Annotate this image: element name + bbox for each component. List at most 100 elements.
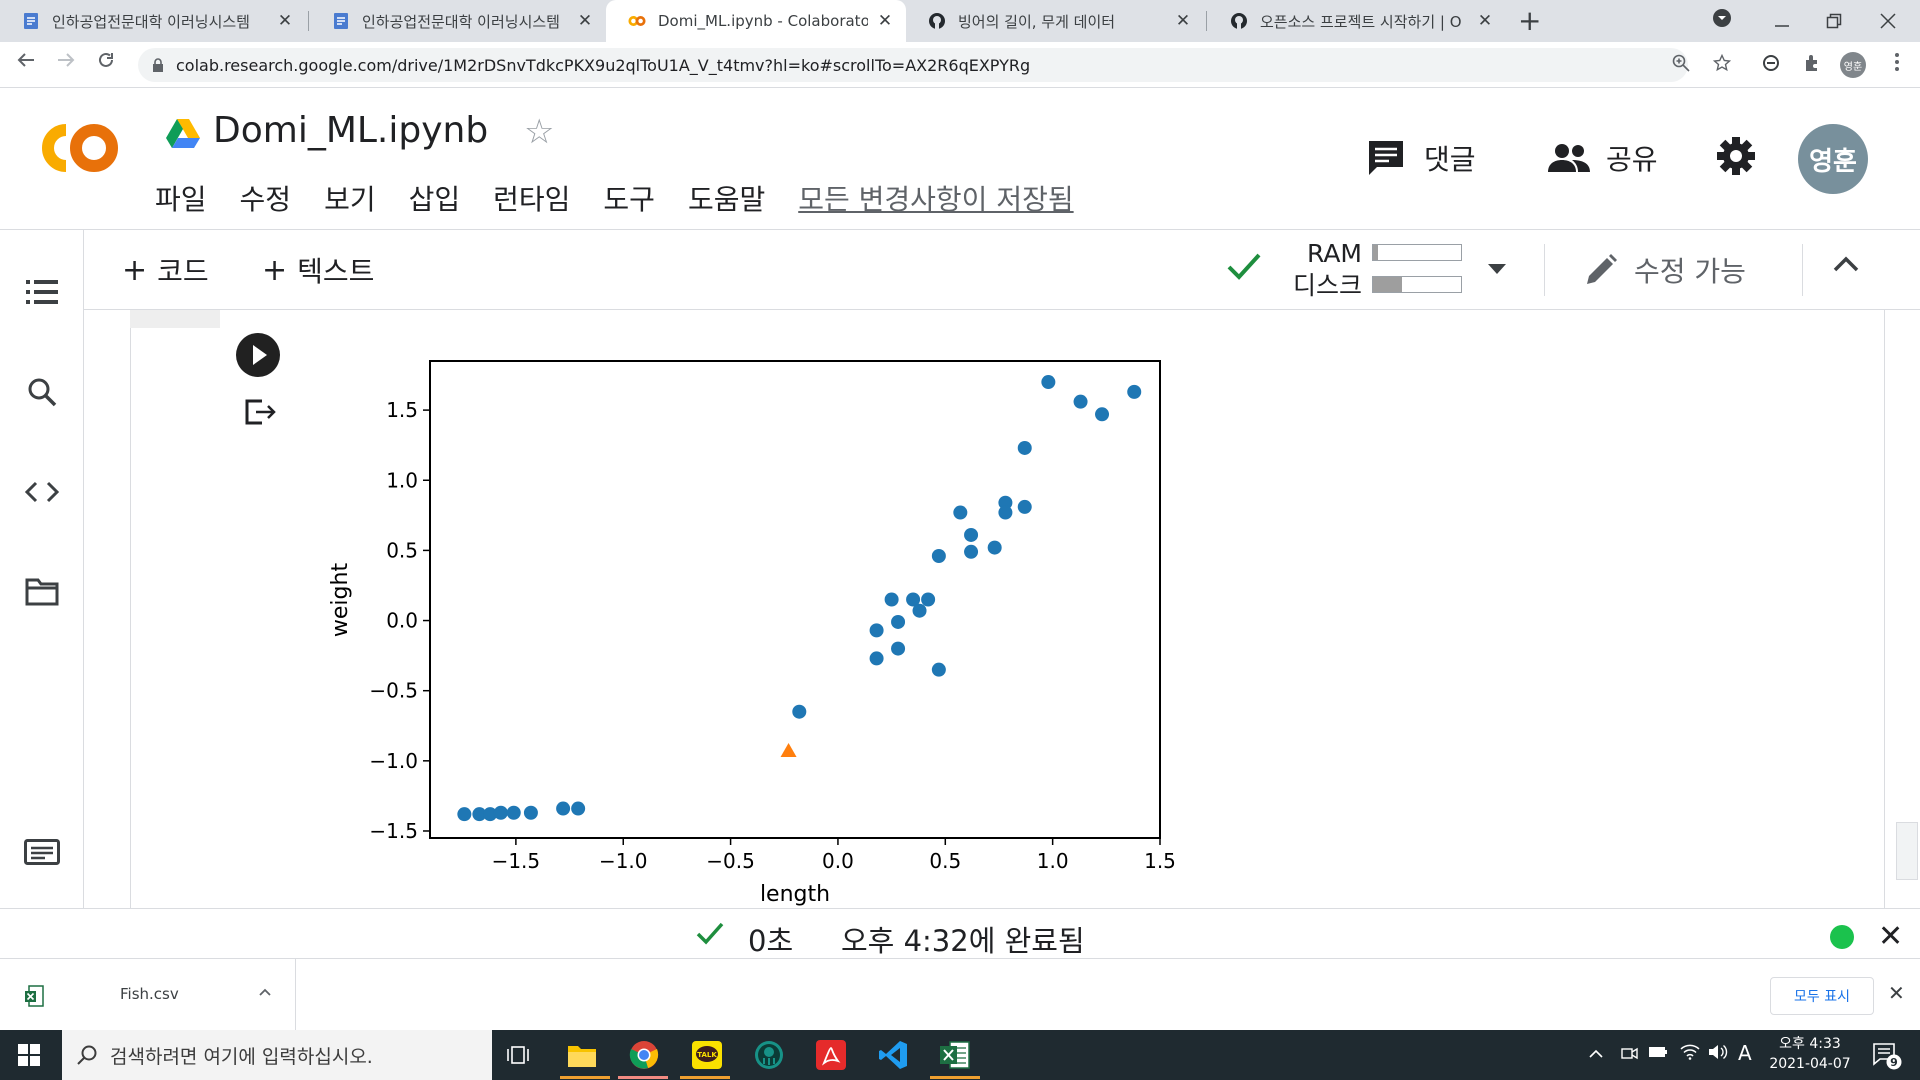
terminal-icon[interactable] (24, 834, 60, 870)
plus-icon: + (122, 252, 148, 288)
edit-mode-button[interactable]: 수정 가능 (1584, 250, 1746, 290)
restore-icon[interactable] (1826, 10, 1842, 34)
notification-center-icon[interactable]: 9 (1872, 1042, 1902, 1074)
close-status-icon[interactable]: ✕ (1878, 919, 1904, 954)
star-icon[interactable]: ☆ (524, 112, 555, 152)
code-snippets-icon[interactable] (24, 474, 60, 510)
run-cell-button[interactable] (236, 333, 280, 377)
x-tick-label: 0.5 (929, 849, 961, 873)
bookmark-star-icon[interactable] (1712, 53, 1732, 77)
wifi-icon[interactable] (1680, 1044, 1700, 1064)
close-tab-icon[interactable]: ✕ (577, 11, 593, 31)
forward-arrow-icon[interactable] (56, 50, 76, 76)
menu-tools[interactable]: 도구 (603, 183, 655, 216)
settings-gear-icon[interactable] (1716, 136, 1756, 176)
close-tab-icon[interactable]: ✕ (877, 11, 893, 31)
scatter-point (931, 662, 946, 677)
y-tick-label: 1.5 (386, 398, 418, 422)
share-label: 공유 (1606, 143, 1658, 176)
menu-edit[interactable]: 수정 (239, 183, 292, 216)
scatter-point (921, 592, 936, 607)
scatter-point (1073, 394, 1088, 409)
menu-view[interactable]: 보기 (324, 183, 376, 216)
scatter-point (1095, 407, 1110, 422)
colab-logo[interactable] (30, 118, 122, 182)
windows-start-icon[interactable] (18, 1044, 40, 1070)
acrobat-icon[interactable] (815, 1039, 847, 1071)
task-view-icon[interactable] (502, 1039, 534, 1071)
browser-tab[interactable]: 오픈소스 프로젝트 시작하기 | O ✕ (1208, 0, 1506, 42)
share-button[interactable]: 공유 (1548, 138, 1658, 178)
success-check-icon (695, 921, 725, 951)
output-actions-icon[interactable] (244, 398, 278, 430)
taskbar-clock[interactable]: 오후 4:33 2021-04-07 (1762, 1034, 1858, 1074)
add-text-button[interactable]: + 텍스트 (262, 250, 374, 290)
resource-labels[interactable]: RAM 디스크 (1272, 238, 1362, 302)
disk-label: 디스크 (1292, 271, 1362, 300)
x-tick-label: 1.5 (1144, 849, 1176, 873)
close-tab-icon[interactable]: ✕ (1175, 11, 1191, 31)
runtime-status-dot (1830, 925, 1854, 949)
chevron-up-icon[interactable] (1832, 254, 1860, 278)
excel-file-icon (24, 985, 44, 1011)
more-vert-icon[interactable] (1894, 52, 1900, 77)
close-download-bar-icon[interactable]: ✕ (1888, 981, 1905, 1005)
scatter-point (998, 505, 1013, 520)
runtime-dropdown-icon[interactable] (1488, 264, 1506, 274)
chevron-up-icon[interactable] (258, 983, 272, 1001)
browser-tab-active[interactable]: Domi_ML.ipynb - Colaboratory ✕ (606, 0, 906, 42)
show-all-downloads-button[interactable]: 모두 표시 (1770, 977, 1874, 1015)
gitkraken-icon[interactable] (753, 1039, 785, 1071)
browser-tab[interactable]: 인하공업전문대학 이러닝시스템 ✕ (310, 0, 606, 42)
menu-file[interactable]: 파일 (155, 183, 207, 216)
download-item[interactable]: Fish.csv (0, 959, 296, 1031)
close-window-icon[interactable] (1880, 10, 1896, 34)
google-drive-icon[interactable] (166, 118, 200, 152)
colab-icon (628, 12, 646, 30)
file-explorer-icon[interactable] (566, 1039, 598, 1071)
new-tab-button[interactable]: + (1518, 4, 1542, 37)
scatter-point (523, 805, 538, 820)
sync-icon[interactable] (1762, 54, 1780, 77)
scatter-point (987, 540, 1002, 555)
menu-insert[interactable]: 삽입 (408, 183, 461, 216)
taskbar-search-input[interactable]: 검색하려면 여기에 입력하십시오. (62, 1030, 492, 1080)
close-tab-icon[interactable]: ✕ (277, 11, 293, 31)
scrollbar-thumb[interactable] (1896, 822, 1918, 880)
add-code-button[interactable]: + 코드 (122, 250, 209, 290)
scatter-point (1017, 499, 1032, 514)
menu-help[interactable]: 도움말 (687, 183, 766, 216)
battery-icon[interactable] (1648, 1044, 1668, 1063)
extensions-icon[interactable] (1803, 54, 1821, 77)
excel-icon[interactable] (939, 1039, 971, 1071)
minimize-icon[interactable] (1774, 14, 1790, 38)
address-bar[interactable]: colab.research.google.com/drive/1M2rDSnv… (138, 48, 1688, 82)
code-cell[interactable] (130, 310, 1885, 908)
vscode-icon[interactable] (877, 1039, 909, 1071)
close-tab-icon[interactable]: ✕ (1477, 11, 1493, 31)
meet-now-icon[interactable] (1620, 1044, 1638, 1066)
tab-search-icon[interactable] (1712, 8, 1732, 33)
search-icon[interactable] (24, 374, 60, 410)
browser-profile-avatar[interactable]: 영훈 (1840, 52, 1866, 78)
notebook-title[interactable]: Domi_ML.ipynb (213, 110, 489, 151)
chrome-icon[interactable] (628, 1039, 660, 1071)
y-tick-label: −1.0 (369, 749, 418, 773)
kakaotalk-icon[interactable]: TALK (691, 1039, 723, 1071)
ime-indicator[interactable]: A (1738, 1041, 1752, 1065)
table-of-contents-icon[interactable] (24, 274, 60, 310)
menu-runtime[interactable]: 런타임 (493, 183, 571, 216)
volume-icon[interactable] (1708, 1044, 1728, 1064)
browser-tab[interactable]: 빙어의 길이, 무게 데이터 ✕ (906, 0, 1204, 42)
y-axis-label: weight (328, 563, 353, 638)
browser-tab[interactable]: 인하공업전문대학 이러닝시스템 ✕ (0, 0, 306, 42)
reload-icon[interactable] (96, 50, 116, 76)
back-arrow-icon[interactable] (16, 50, 36, 76)
people-icon (1548, 144, 1590, 172)
user-avatar[interactable]: 영훈 (1798, 124, 1868, 194)
saved-status[interactable]: 모든 변경사항이 저장됨 (798, 183, 1074, 216)
tray-chevron-up-icon[interactable] (1588, 1044, 1604, 1063)
folder-icon[interactable] (24, 574, 60, 610)
zoom-icon[interactable] (1672, 54, 1690, 77)
comment-button[interactable]: 댓글 (1366, 138, 1476, 178)
